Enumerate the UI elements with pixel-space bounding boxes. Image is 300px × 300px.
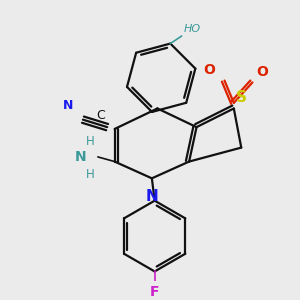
- Text: F: F: [150, 285, 159, 299]
- Text: S: S: [236, 90, 247, 105]
- Text: HO: HO: [183, 24, 200, 34]
- Text: C: C: [97, 109, 105, 122]
- Text: N: N: [63, 99, 74, 112]
- Text: O: O: [203, 63, 215, 77]
- Text: N: N: [146, 190, 158, 205]
- Text: H: H: [86, 168, 95, 181]
- Text: N: N: [75, 150, 87, 164]
- Text: O: O: [256, 65, 268, 79]
- Text: H: H: [86, 135, 95, 148]
